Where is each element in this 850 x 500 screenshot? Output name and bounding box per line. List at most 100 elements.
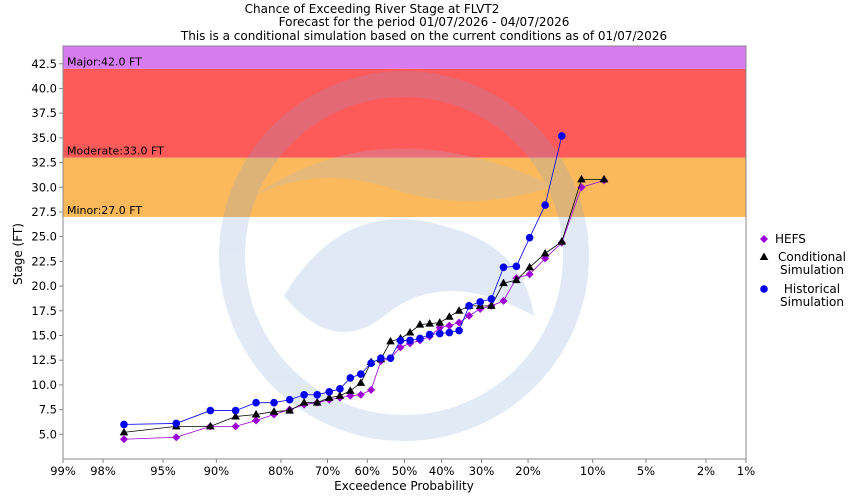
y-axis: 5.0 7.5 10.0 12.5 15.0 17.5 20.0 22.5 25.0 27.5 30… bbox=[31, 57, 63, 441]
data-point bbox=[206, 406, 215, 415]
data-point bbox=[231, 422, 240, 431]
y-tick-label: 30.0 bbox=[31, 180, 57, 194]
flood-band-label: Major:42.0 FT bbox=[67, 56, 142, 69]
data-point bbox=[487, 301, 496, 309]
y-tick-label: 42.5 bbox=[31, 57, 57, 71]
x-tick-label: 50% bbox=[392, 464, 418, 478]
legend-marker bbox=[760, 285, 768, 293]
data-point bbox=[396, 343, 405, 352]
data-point bbox=[540, 248, 550, 257]
data-point bbox=[541, 201, 549, 209]
legend-label: Conditional bbox=[778, 250, 846, 264]
data-point bbox=[396, 336, 405, 345]
data-point bbox=[525, 233, 534, 242]
data-point bbox=[599, 174, 609, 183]
data-point bbox=[312, 398, 322, 406]
data-point bbox=[499, 263, 508, 272]
title-line-2: Forecast for the period 01/07/2026 - 04/… bbox=[279, 15, 570, 29]
data-point bbox=[499, 296, 508, 305]
data-point bbox=[285, 395, 294, 404]
legend-label: HEFS bbox=[775, 232, 806, 246]
data-point bbox=[335, 391, 345, 399]
data-point bbox=[577, 174, 586, 183]
data-point bbox=[386, 336, 395, 345]
x-tick-label: 70% bbox=[315, 464, 341, 478]
legend-label: Simulation bbox=[780, 295, 844, 309]
y-tick-label: 32.5 bbox=[31, 156, 57, 170]
flood-band bbox=[63, 46, 746, 69]
legend: HEFSConditionalSimulationHistoricalSimul… bbox=[759, 232, 846, 309]
data-point bbox=[445, 321, 454, 330]
x-tick-label: 20% bbox=[515, 464, 541, 478]
data-point bbox=[405, 328, 415, 336]
flood-bands: Minor:27.0 FT Moderate:33.0 FT Major:42.0 … bbox=[63, 46, 746, 217]
y-tick-label: 37.5 bbox=[31, 106, 57, 120]
data-point bbox=[367, 359, 375, 367]
data-point bbox=[525, 270, 534, 279]
data-point bbox=[487, 295, 496, 303]
data-point bbox=[324, 393, 334, 401]
x-tick-label: 99% bbox=[50, 464, 76, 478]
data-point bbox=[476, 298, 485, 306]
data-point bbox=[356, 378, 366, 386]
legend-marker bbox=[759, 252, 769, 260]
x-tick-label: 10% bbox=[580, 464, 606, 478]
y-tick-label: 25.0 bbox=[31, 230, 57, 244]
data-point bbox=[356, 390, 365, 399]
x-tick-label: 1% bbox=[737, 464, 755, 478]
y-tick-label: 22.5 bbox=[31, 254, 57, 268]
data-point bbox=[300, 390, 308, 399]
flood-band-label: Moderate:33.0 FT bbox=[67, 145, 164, 158]
legend-label: Historical bbox=[784, 282, 840, 296]
x-tick-label: 90% bbox=[204, 464, 230, 478]
title-line-3: This is a conditional simulation based o… bbox=[180, 29, 667, 43]
data-point bbox=[512, 262, 521, 271]
x-tick-label: 2% bbox=[697, 464, 715, 478]
data-point bbox=[270, 398, 278, 407]
y-tick-label: 27.5 bbox=[31, 205, 57, 219]
data-point bbox=[336, 385, 344, 393]
data-point bbox=[269, 407, 279, 415]
title-line-1: Chance of Exceeding River Stage at FLVT2 bbox=[245, 2, 500, 16]
y-tick-label: 10.0 bbox=[31, 378, 57, 392]
legend-marker bbox=[760, 235, 768, 243]
data-point bbox=[454, 306, 464, 314]
data-point bbox=[525, 262, 534, 271]
x-tick-label: 5% bbox=[637, 464, 655, 478]
y-tick-label: 5.0 bbox=[39, 427, 57, 441]
y-tick-label: 35.0 bbox=[31, 131, 57, 145]
y-tick-label: 20.0 bbox=[31, 279, 57, 293]
flood-band-label: Minor:27.0 FT bbox=[67, 204, 142, 217]
x-tick-label: 60% bbox=[355, 464, 381, 478]
y-axis-title: Stage (FT) bbox=[11, 223, 25, 285]
data-point bbox=[425, 330, 434, 339]
y-tick-label: 40.0 bbox=[31, 81, 57, 95]
data-point bbox=[346, 374, 355, 382]
data-point bbox=[252, 398, 260, 407]
data-point bbox=[499, 278, 508, 287]
y-tick-label: 12.5 bbox=[31, 353, 57, 367]
data-point bbox=[416, 334, 424, 343]
noaa-watermark bbox=[219, 71, 589, 441]
flood-band bbox=[63, 157, 746, 217]
data-point bbox=[435, 329, 444, 338]
x-axis: 99% 98% 95% 90% 80% 70% 60% 50% 40% 30% 20% 10% 5% 2%… bbox=[50, 459, 755, 478]
x-tick-label: 98% bbox=[90, 464, 116, 478]
data-point bbox=[465, 302, 473, 310]
x-tick-label: 95% bbox=[150, 464, 176, 478]
data-point bbox=[120, 420, 128, 429]
data-point bbox=[455, 326, 463, 335]
chart-title: Chance of Exceeding River Stage at FLVT2… bbox=[180, 2, 667, 43]
data-point bbox=[251, 410, 261, 418]
data-point bbox=[346, 386, 355, 394]
x-axis-title: Exceedence Probability bbox=[334, 479, 474, 493]
data-point bbox=[512, 275, 521, 284]
y-tick-label: 7.5 bbox=[39, 403, 57, 417]
data-point bbox=[172, 433, 181, 442]
data-point bbox=[299, 398, 309, 406]
data-point bbox=[119, 435, 128, 444]
data-point bbox=[415, 320, 425, 328]
data-point bbox=[435, 318, 445, 326]
data-point bbox=[172, 419, 181, 428]
x-tick-label: 80% bbox=[268, 464, 294, 478]
